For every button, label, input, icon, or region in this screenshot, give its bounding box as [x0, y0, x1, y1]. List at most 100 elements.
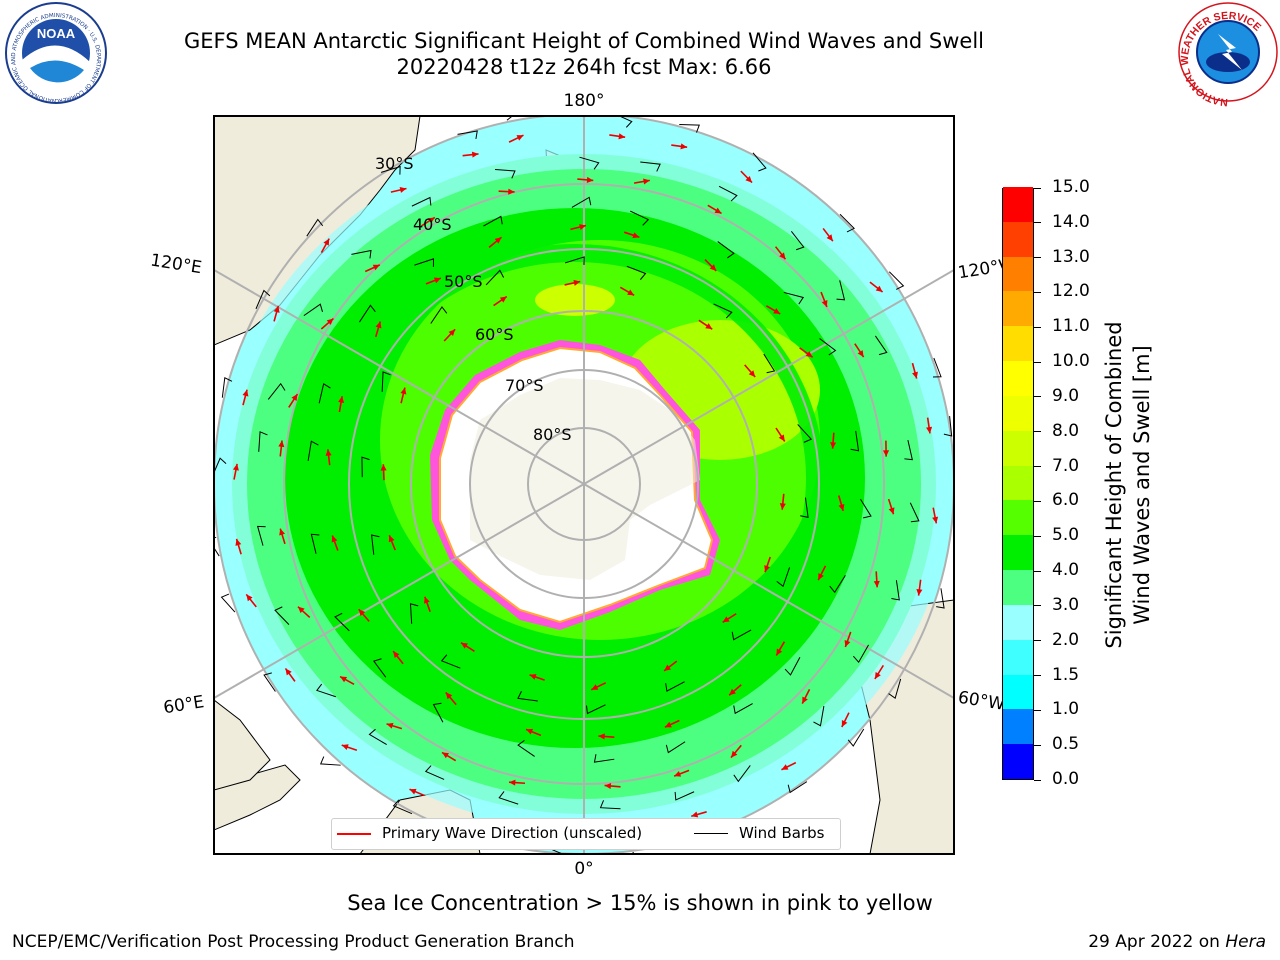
colorbar-segment [1003, 221, 1033, 257]
colorbar-tick [1034, 570, 1041, 572]
colorbar-segment [1003, 290, 1033, 327]
colorbar-tick [1034, 361, 1041, 363]
wave-direction-arrowhead [297, 606, 305, 614]
wave-direction-arrowhead [680, 143, 688, 150]
lat-label-40s: 40°S [413, 215, 452, 234]
wind-barb [665, 741, 686, 754]
wave-direction-arrowhead [709, 264, 717, 271]
wave-direction-arrowhead [433, 277, 441, 284]
wind-barb [829, 575, 846, 594]
wind-barb [776, 567, 791, 588]
wind-barb [718, 185, 738, 202]
wave-direction-arrowhead [748, 370, 756, 377]
wave-direction-arrowhead [325, 449, 332, 456]
wave-direction-arrowhead [844, 640, 851, 647]
lon-label-120e: 120°E [149, 250, 203, 278]
wave-direction-arrowhead [509, 779, 516, 786]
lon-label-180: 180° [564, 91, 605, 111]
wave-direction-arrowhead [442, 752, 449, 759]
colorbar-tick [1034, 326, 1041, 328]
lat-label-60s: 60°S [475, 325, 514, 344]
wave-direction-arrowhead [591, 684, 599, 690]
wind-barb [585, 704, 606, 715]
wind-barb [674, 791, 695, 801]
vector-layer [214, 116, 953, 854]
wind-barb [904, 440, 913, 461]
wave-direction-arrowhead [516, 135, 524, 141]
wind-barb [787, 781, 808, 794]
wave-direction-arrowhead [409, 788, 417, 795]
wind-barb [483, 215, 503, 227]
wave-direction-arrowhead [526, 728, 534, 735]
lat-label-50s: 50°S [444, 272, 483, 291]
colorbar-segment [1003, 465, 1033, 501]
colorbar-segment [1003, 674, 1033, 710]
wave-direction-arrowhead [278, 440, 285, 448]
wind-barb [936, 588, 945, 609]
colorbar-segment [1003, 430, 1033, 466]
colorbar-tick [1034, 187, 1041, 189]
wind-barb [409, 603, 419, 624]
wave-direction-arrowhead [386, 722, 394, 729]
wave-direction-arrowhead [773, 308, 781, 314]
wave-direction-arrowhead [375, 321, 382, 329]
wave-direction-arrowhead [926, 426, 933, 434]
wave-direction-arrowhead [841, 720, 848, 728]
colorbar-tick-label: 14.0 [1052, 211, 1090, 232]
nws-logo: NATIONAL WEATHER SERVICE [1178, 2, 1278, 108]
lat-label-70s: 70°S [505, 376, 544, 395]
wave-direction-arrowhead [618, 133, 626, 140]
wave-direction-arrowhead [273, 305, 280, 313]
wave-direction-arrowhead [460, 642, 468, 649]
wind-barb [599, 800, 621, 810]
wave-direction-arrowhead [912, 371, 918, 379]
lat-label-80s: 80°S [533, 425, 572, 444]
wave-direction-arrowhead [722, 616, 730, 623]
colorbar-tick [1034, 779, 1041, 781]
wave-direction-arrowhead [875, 285, 883, 292]
colorbar-tick-label: 4.0 [1052, 560, 1080, 581]
colorbar-tick [1034, 535, 1041, 537]
wave-direction-arrowhead [235, 538, 242, 546]
wave-direction-arrowhead [494, 237, 502, 244]
map-frame [213, 115, 955, 855]
sea-ice-note: Sea Ice Concentration > 15% is shown in … [347, 891, 933, 915]
wind-barb [310, 533, 320, 554]
wave-direction-arrowhead [323, 238, 330, 246]
wind-barb [752, 152, 767, 172]
colorbar-tick [1034, 222, 1041, 224]
noaa-logo: NOAA NATIONAL OCEANIC AND ATMOSPHERIC AD… [0, 0, 107, 104]
wave-direction-arrowhead [821, 299, 828, 307]
wind-barb [440, 654, 461, 669]
wave-direction-arrowhead [246, 594, 253, 602]
wave-direction-arrowhead [883, 450, 890, 457]
wave-direction-arrowhead [781, 764, 789, 770]
wind-barb [267, 382, 286, 400]
wind-barb [784, 657, 801, 676]
legend-wind-line [694, 833, 728, 834]
wave-direction-arrowhead [714, 207, 722, 214]
wind-barb [836, 280, 846, 301]
wave-direction-arrowhead [579, 224, 586, 230]
wind-barb [852, 644, 869, 664]
colorbar [1002, 186, 1034, 780]
wind-barb [485, 269, 505, 286]
colorbar-tick [1034, 744, 1041, 746]
wave-direction-arrowhead [448, 329, 456, 336]
colorbar-segment [1003, 395, 1033, 431]
wave-direction-arrowhead [380, 464, 387, 471]
wind-barb [790, 231, 805, 251]
wind-barb [713, 303, 733, 319]
wave-direction-arrowhead [729, 688, 736, 696]
wind-barb [371, 534, 380, 555]
colorbar-segment [1003, 604, 1033, 640]
colorbar-tick-label: 6.0 [1052, 490, 1080, 511]
wave-direction-arrowhead [399, 186, 407, 193]
wind-barb [368, 728, 387, 745]
wind-barb [813, 705, 825, 727]
wind-barb [498, 791, 519, 805]
wind-barb [733, 765, 751, 783]
colorbar-tick [1034, 709, 1041, 711]
wave-direction-arrowhead [338, 396, 345, 403]
wave-direction-arrowhead [471, 151, 479, 158]
